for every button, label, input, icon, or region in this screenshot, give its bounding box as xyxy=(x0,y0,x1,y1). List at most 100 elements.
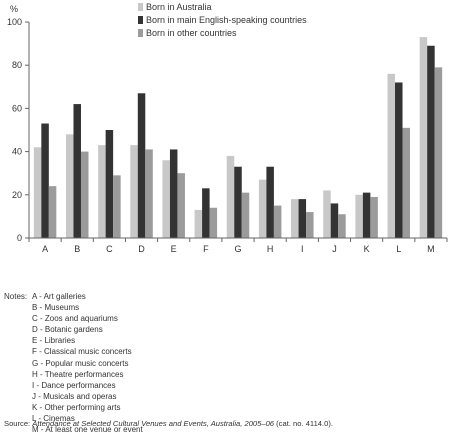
note-lead xyxy=(4,346,32,357)
note-row: E - Libraries xyxy=(4,335,143,346)
note-item: K - Other performing arts xyxy=(32,402,121,412)
note-lead: Notes: xyxy=(4,292,28,301)
category-label: L xyxy=(396,244,401,254)
note-lead xyxy=(4,335,32,346)
legend-swatch xyxy=(138,29,143,37)
bar-I-series-2 xyxy=(306,212,314,238)
note-item: L - Cinemas xyxy=(32,414,75,424)
note-row: D - Botanic gardens xyxy=(4,324,143,335)
source-suffix: (cat. no. 4114.0). xyxy=(274,419,334,428)
note-lead xyxy=(4,313,32,324)
bar-L-series-0 xyxy=(387,73,396,238)
note-row: H - Theatre performances xyxy=(4,369,143,380)
note-lead xyxy=(4,391,32,402)
category-label: E xyxy=(171,244,177,254)
bar-D-series-0 xyxy=(130,145,138,238)
legend-swatch xyxy=(138,3,143,11)
legend: Born in Australia Born in main English-sp… xyxy=(138,2,307,38)
note-item: B - Museums xyxy=(32,303,80,313)
y-axis-label: % xyxy=(10,4,18,14)
bar-F-series-2 xyxy=(209,207,218,238)
bar-G-series-1 xyxy=(234,166,242,238)
category-label: C xyxy=(106,244,113,254)
bar-C-series-0 xyxy=(98,145,106,238)
bar-G-series-2 xyxy=(241,192,250,238)
category-label: B xyxy=(74,244,80,254)
category-label: G xyxy=(234,244,241,254)
note-lead xyxy=(4,369,32,380)
bar-F-series-0 xyxy=(194,209,203,238)
note-item: I - Dance performances xyxy=(32,380,116,390)
note-row: G - Popular music concerts xyxy=(4,358,143,369)
x-axis: A B C D E F G H I J K L M xyxy=(28,237,448,254)
category-label: D xyxy=(138,244,145,254)
y-tick-label: 40 xyxy=(12,147,22,157)
source-title: Attendance at Selected Cultural Venues a… xyxy=(32,419,275,428)
y-tick-label: 80 xyxy=(12,60,22,70)
category-label: I xyxy=(301,244,304,254)
bars-group xyxy=(33,37,443,239)
bar-J-series-1 xyxy=(330,203,339,238)
bar-H-series-0 xyxy=(258,179,267,238)
note-item: E - Libraries xyxy=(32,336,76,346)
bar-J-series-0 xyxy=(323,190,331,238)
y-tick-label: 60 xyxy=(12,103,22,113)
bar-J-series-2 xyxy=(338,214,346,238)
note-row: F - Classical music concerts xyxy=(4,346,143,357)
legend-label: Born in other countries xyxy=(146,28,237,38)
bar-E-series-2 xyxy=(177,173,185,238)
note-row: K - Other performing arts xyxy=(4,402,143,413)
source-note: Source: Attendance at Selected Cultural … xyxy=(4,419,333,428)
bar-L-series-2 xyxy=(402,127,411,238)
y-tick-label: 0 xyxy=(17,233,22,243)
category-label: K xyxy=(364,244,370,254)
note-lead xyxy=(4,324,32,335)
bar-A-series-0 xyxy=(33,147,42,238)
bar-H-series-2 xyxy=(273,205,282,238)
note-row: B - Museums xyxy=(4,302,143,313)
y-tick-label: 100 xyxy=(7,17,22,27)
note-row: J - Musicals and operas xyxy=(4,391,143,402)
bar-M-series-2 xyxy=(434,67,443,238)
note-item: C - Zoos and aquariums xyxy=(32,314,118,324)
bar-C-series-2 xyxy=(113,175,121,238)
legend-label: Born in main English-speaking countries xyxy=(146,15,307,25)
bar-L-series-1 xyxy=(395,82,403,238)
note-item: D - Botanic gardens xyxy=(32,325,103,335)
note-row: L - Cinemas xyxy=(4,413,143,424)
note-item: F - Classical music concerts xyxy=(32,347,132,357)
note-lead xyxy=(4,402,32,413)
bar-I-series-1 xyxy=(298,199,307,238)
category-label: J xyxy=(332,244,337,254)
note-item: H - Theatre performances xyxy=(32,369,124,379)
bar-A-series-1 xyxy=(41,123,49,238)
note-item: A - Art galleries xyxy=(32,292,86,301)
note-row: M - At least one venue or event xyxy=(4,424,143,435)
note-lead xyxy=(4,358,32,369)
bar-B-series-2 xyxy=(80,151,89,238)
category-label: M xyxy=(427,244,435,254)
y-tick-label: 20 xyxy=(12,190,22,200)
bar-D-series-1 xyxy=(137,93,146,238)
bar-K-series-1 xyxy=(362,192,371,238)
note-lead xyxy=(4,380,32,391)
bar-M-series-1 xyxy=(427,45,435,239)
note-row: C - Zoos and aquariums xyxy=(4,313,143,324)
bar-B-series-0 xyxy=(65,134,74,238)
bar-K-series-0 xyxy=(355,194,363,238)
bar-E-series-1 xyxy=(169,149,178,238)
bar-F-series-1 xyxy=(202,188,210,238)
note-item: M - At least one venue or event xyxy=(32,425,143,435)
note-row: Notes: A - Art galleries xyxy=(4,291,143,302)
source-prefix: Source: xyxy=(4,419,33,428)
bar-C-series-1 xyxy=(105,130,114,238)
bar-A-series-2 xyxy=(48,186,57,238)
bar-M-series-0 xyxy=(419,37,428,239)
y-axis: 0 20 40 60 80 100 xyxy=(7,17,30,243)
bar-K-series-2 xyxy=(370,196,378,238)
category-label: F xyxy=(203,244,209,254)
note-row: I - Dance performances xyxy=(4,380,143,391)
note-item: G - Popular music concerts xyxy=(32,358,129,368)
category-label: H xyxy=(267,244,274,254)
bar-I-series-0 xyxy=(291,199,299,238)
